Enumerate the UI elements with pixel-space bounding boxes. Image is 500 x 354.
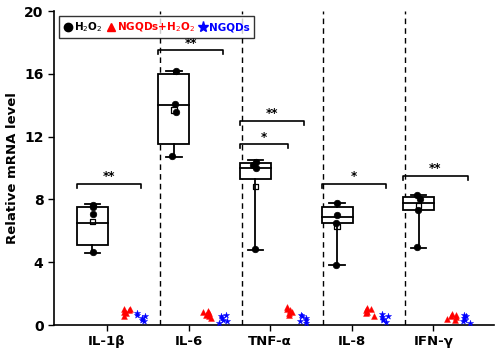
- Point: [223, 318, 231, 324]
- Point: [444, 316, 452, 321]
- Point: [216, 314, 224, 319]
- Point: [447, 313, 455, 319]
- Point: [252, 159, 260, 165]
- Point: [252, 165, 260, 171]
- Point: [140, 318, 148, 324]
- Point: [363, 305, 371, 310]
- Point: [284, 304, 292, 310]
- Point: [414, 207, 422, 213]
- Point: [216, 320, 224, 326]
- Text: **: **: [184, 36, 197, 50]
- Point: [285, 312, 293, 318]
- Point: [207, 315, 215, 321]
- Bar: [322, 207, 352, 223]
- Point: [302, 320, 310, 326]
- Point: [125, 307, 133, 313]
- Point: [170, 107, 178, 113]
- Point: [459, 318, 467, 324]
- Point: [460, 315, 468, 321]
- Point: [142, 314, 150, 319]
- Point: [204, 308, 212, 314]
- Point: [412, 192, 420, 198]
- Point: [298, 314, 306, 319]
- Point: [219, 317, 227, 322]
- Point: [378, 316, 386, 321]
- Point: [332, 262, 340, 267]
- Text: **: **: [429, 162, 442, 175]
- Point: [222, 312, 230, 318]
- Point: [126, 307, 134, 312]
- Y-axis label: Relative mRNA level: Relative mRNA level: [6, 92, 18, 244]
- Point: [414, 203, 422, 209]
- Point: [297, 312, 305, 318]
- Point: [333, 223, 341, 229]
- Point: [378, 314, 386, 320]
- Point: [252, 184, 260, 190]
- Point: [462, 317, 469, 322]
- Bar: [240, 163, 271, 179]
- Point: [138, 317, 145, 322]
- Point: [466, 320, 474, 326]
- Point: [302, 317, 310, 322]
- Bar: [77, 207, 108, 245]
- Point: [172, 68, 179, 74]
- Point: [362, 310, 370, 316]
- Point: [89, 205, 97, 210]
- Bar: [403, 197, 434, 210]
- Point: [88, 249, 96, 255]
- Point: [252, 246, 260, 252]
- Text: **: **: [103, 170, 116, 183]
- Point: [168, 153, 175, 159]
- Text: *: *: [350, 170, 357, 183]
- Point: [206, 310, 214, 316]
- Point: [452, 314, 460, 320]
- Point: [138, 315, 146, 321]
- Point: [133, 312, 141, 318]
- Point: [450, 318, 458, 323]
- Bar: [158, 74, 190, 144]
- Point: [367, 306, 375, 312]
- Point: [334, 212, 342, 218]
- Point: [363, 309, 371, 314]
- Point: [122, 310, 130, 316]
- Point: [384, 313, 392, 319]
- Point: [382, 319, 390, 325]
- Point: [452, 312, 460, 318]
- Point: [332, 220, 340, 226]
- Point: [288, 309, 296, 314]
- Point: [362, 307, 370, 313]
- Point: [249, 162, 257, 168]
- Point: [286, 307, 294, 313]
- Point: [332, 200, 340, 206]
- Point: [120, 306, 128, 312]
- Point: [172, 109, 179, 114]
- Point: [285, 310, 293, 316]
- Point: [413, 245, 421, 250]
- Point: [416, 196, 424, 202]
- Point: [88, 202, 96, 208]
- Text: *: *: [261, 131, 267, 144]
- Point: [282, 306, 290, 312]
- Point: [448, 311, 456, 317]
- Point: [296, 318, 304, 324]
- Point: [90, 211, 98, 216]
- Point: [88, 218, 96, 224]
- Point: [302, 315, 310, 321]
- Legend: H$_2$O$_2$, NGQDs+H$_2$O$_2$, NGQDs: H$_2$O$_2$, NGQDs+H$_2$O$_2$, NGQDs: [59, 16, 254, 38]
- Point: [199, 309, 207, 314]
- Point: [202, 312, 210, 318]
- Point: [120, 309, 128, 314]
- Point: [380, 318, 388, 323]
- Text: **: **: [266, 107, 278, 120]
- Point: [206, 314, 214, 319]
- Point: [172, 101, 179, 107]
- Point: [120, 313, 128, 319]
- Point: [218, 315, 226, 321]
- Point: [370, 313, 378, 319]
- Point: [460, 312, 468, 318]
- Point: [462, 314, 469, 319]
- Point: [134, 310, 141, 316]
- Point: [378, 311, 386, 317]
